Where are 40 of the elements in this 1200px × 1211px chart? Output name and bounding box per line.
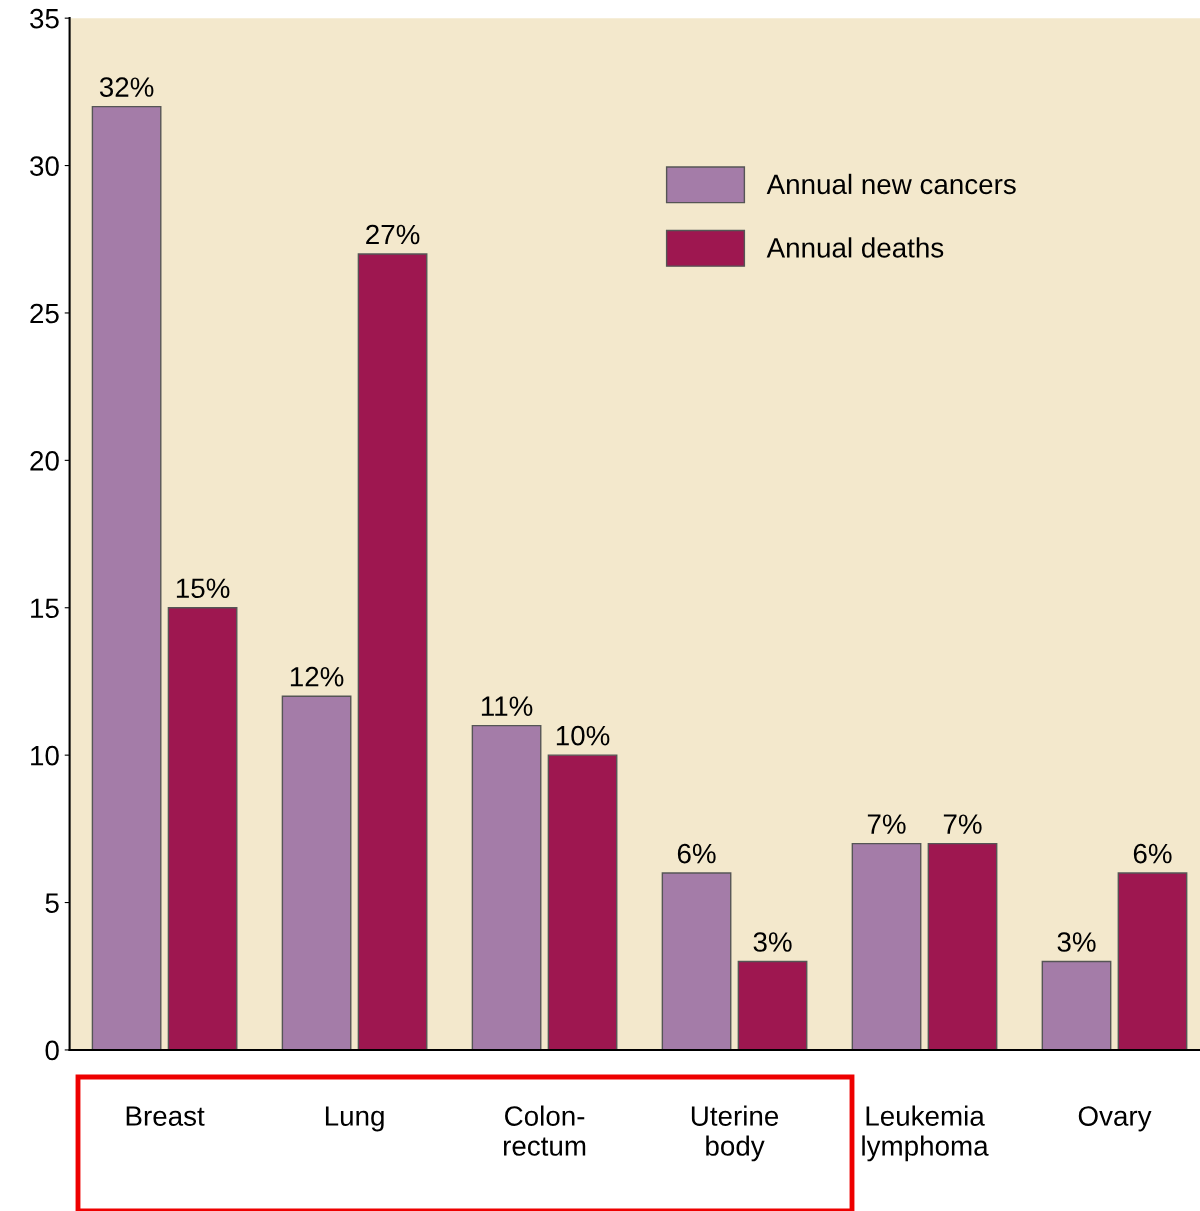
data-label: 6% (677, 843, 716, 864)
y-tick-label: 30 (30, 156, 59, 176)
bar (737, 960, 808, 1050)
y-tick-label: 25 (30, 303, 59, 324)
legend-label: Annual deaths (766, 237, 944, 258)
bar (927, 842, 998, 1050)
bar (661, 872, 732, 1050)
bar (91, 105, 162, 1050)
y-tick-label: 10 (31, 745, 59, 766)
bar (357, 253, 428, 1050)
x-tick-label: Colon- rectum (503, 1105, 586, 1156)
data-label: 7% (867, 814, 906, 834)
bar (471, 724, 542, 1050)
y-tick-label: 0 (45, 1040, 59, 1061)
y-tick-label: 20 (30, 451, 59, 471)
y-tick-label: 35 (30, 8, 59, 29)
data-label: 3% (753, 932, 792, 952)
data-label: 7% (943, 814, 982, 834)
x-tick-label: Ovary (1078, 1106, 1152, 1132)
bar (167, 607, 238, 1050)
bar (1117, 872, 1188, 1050)
data-label: 27% (366, 224, 420, 245)
data-label: 11% (481, 696, 533, 716)
bar (1041, 960, 1112, 1050)
x-tick-label: Uterine body (691, 1105, 779, 1162)
data-label: 6% (1133, 843, 1172, 864)
bar (547, 754, 618, 1050)
data-label: 3% (1057, 932, 1096, 952)
data-label: 12% (290, 666, 344, 687)
y-tick-label: 15 (31, 598, 59, 619)
y-tick-label: 5 (45, 893, 59, 913)
x-tick-label: Leukemia lymphoma (862, 1105, 989, 1162)
data-label: 32% (99, 77, 154, 97)
data-label: 15% (176, 578, 230, 599)
bar (851, 842, 922, 1050)
data-label: 10% (556, 725, 610, 746)
legend-label: Annual new cancers (766, 173, 1016, 195)
bar (281, 695, 352, 1050)
x-tick-label: Lung (325, 1106, 384, 1132)
x-tick-label: Breast (126, 1106, 205, 1126)
